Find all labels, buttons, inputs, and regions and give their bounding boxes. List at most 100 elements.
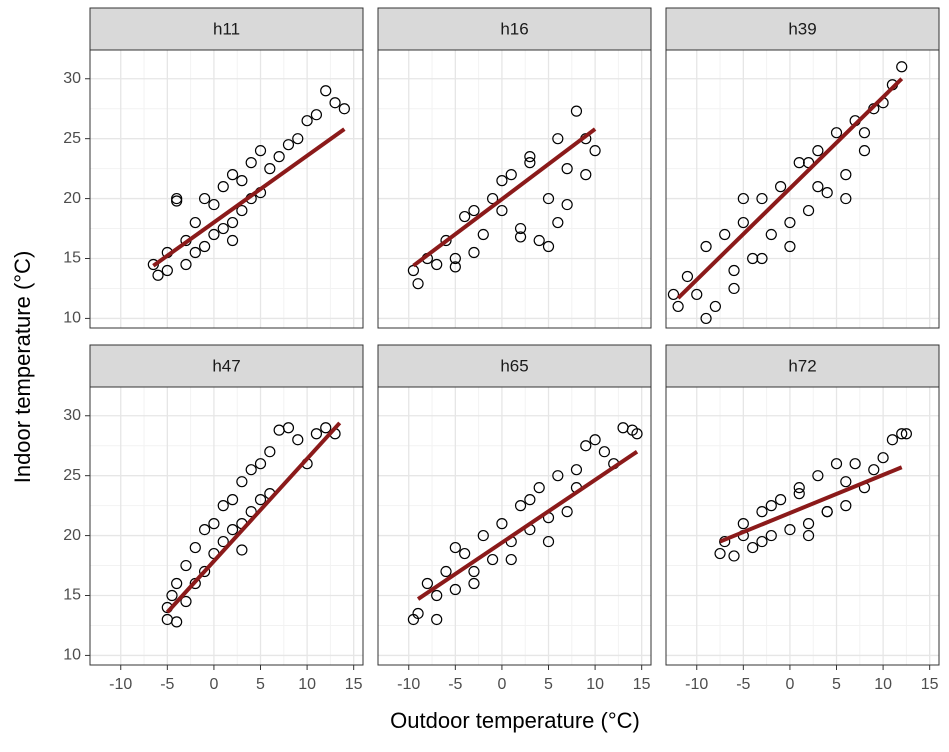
data-point — [199, 240, 211, 253]
data-point — [166, 589, 178, 602]
data-point — [793, 488, 805, 500]
data-point — [199, 565, 211, 578]
data-point — [477, 228, 489, 241]
data-point — [765, 228, 777, 241]
x-tick-label: -10 — [685, 676, 708, 693]
strip — [377, 344, 652, 388]
data-point — [320, 85, 332, 97]
data-point — [896, 428, 908, 440]
data-point — [171, 616, 183, 628]
data-point — [667, 288, 680, 301]
data-point — [812, 181, 824, 193]
data-point — [561, 198, 573, 211]
strip — [665, 344, 940, 388]
data-point — [431, 258, 443, 271]
panel-bg — [378, 387, 651, 665]
data-point — [217, 535, 229, 548]
data-point — [598, 446, 611, 458]
data-point — [691, 288, 703, 301]
data-point — [292, 133, 304, 145]
data-point — [672, 300, 684, 313]
y-tick-label: 30 — [63, 70, 81, 87]
data-point — [459, 547, 471, 560]
panel-title: h16 — [500, 19, 528, 38]
data-point — [468, 204, 480, 217]
data-point — [199, 192, 211, 205]
data-point — [449, 583, 461, 596]
data-point — [524, 157, 536, 169]
data-point — [756, 192, 768, 205]
panel-border — [377, 386, 652, 666]
data-point — [821, 506, 833, 518]
data-point — [264, 163, 276, 175]
data-point — [208, 198, 220, 211]
data-point — [570, 105, 583, 117]
data-point — [900, 428, 912, 440]
x-tick-label: 5 — [544, 676, 553, 693]
data-point — [812, 145, 824, 157]
data-point — [728, 550, 740, 562]
data-point — [514, 231, 527, 243]
data-point — [338, 103, 350, 115]
data-point — [700, 312, 712, 325]
x-tick-label: 0 — [497, 676, 506, 693]
x-tick-label: -5 — [160, 676, 174, 693]
data-point — [514, 500, 527, 512]
panel-bg — [90, 50, 363, 328]
fit-line — [719, 465, 903, 544]
data-point — [505, 169, 517, 181]
y-tick-label: 10 — [63, 310, 81, 327]
data-point — [589, 145, 601, 157]
data-point — [728, 282, 740, 295]
data-point — [877, 452, 889, 464]
data-point — [226, 234, 239, 247]
strip — [89, 7, 364, 51]
data-point — [821, 186, 833, 199]
data-point — [282, 139, 295, 151]
data-point — [189, 577, 201, 590]
data-point — [681, 270, 694, 283]
data-point — [412, 278, 424, 290]
data-point — [589, 434, 601, 446]
data-point — [180, 595, 192, 608]
data-point — [254, 145, 267, 157]
x-tick-label: 15 — [921, 676, 939, 693]
fit-line — [152, 127, 346, 268]
data-point — [217, 181, 229, 193]
data-point — [737, 192, 749, 205]
data-point — [840, 192, 852, 205]
data-point — [802, 518, 815, 530]
data-point — [858, 127, 871, 139]
data-point — [245, 157, 257, 169]
data-point — [830, 458, 843, 470]
data-point — [161, 264, 173, 277]
data-point — [468, 565, 480, 578]
fit-line — [676, 77, 904, 300]
data-point — [496, 175, 508, 187]
panel-title: h72 — [788, 356, 816, 375]
data-point — [840, 476, 852, 488]
data-point — [784, 240, 796, 253]
data-point — [171, 192, 183, 205]
data-point — [421, 577, 433, 590]
x-tick-label: -5 — [736, 676, 750, 693]
y-tick-label: 10 — [63, 647, 81, 664]
data-point — [542, 240, 555, 253]
x-tick-label: -10 — [397, 676, 420, 693]
data-point — [180, 258, 192, 271]
panel-bg — [666, 50, 939, 328]
data-point — [631, 428, 643, 440]
strip — [377, 7, 652, 51]
data-point — [496, 204, 508, 217]
data-point — [310, 109, 323, 121]
y-tick-label: 20 — [63, 190, 81, 207]
data-point — [533, 234, 545, 247]
data-point — [784, 216, 796, 229]
data-point — [236, 476, 248, 488]
data-point — [226, 523, 239, 536]
data-point — [440, 565, 452, 578]
y-tick-label: 15 — [63, 250, 81, 267]
data-point — [152, 269, 164, 281]
panel-border — [665, 49, 940, 329]
